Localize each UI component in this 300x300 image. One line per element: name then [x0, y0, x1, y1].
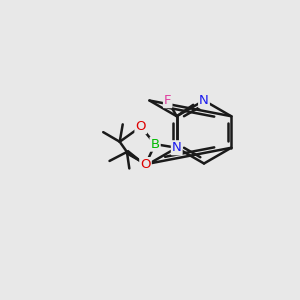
Text: F: F [164, 94, 172, 107]
Polygon shape [126, 151, 146, 164]
Text: B: B [151, 138, 160, 151]
Text: O: O [140, 158, 151, 171]
Text: N: N [172, 141, 182, 154]
Text: O: O [136, 120, 146, 133]
Text: N: N [199, 94, 209, 107]
